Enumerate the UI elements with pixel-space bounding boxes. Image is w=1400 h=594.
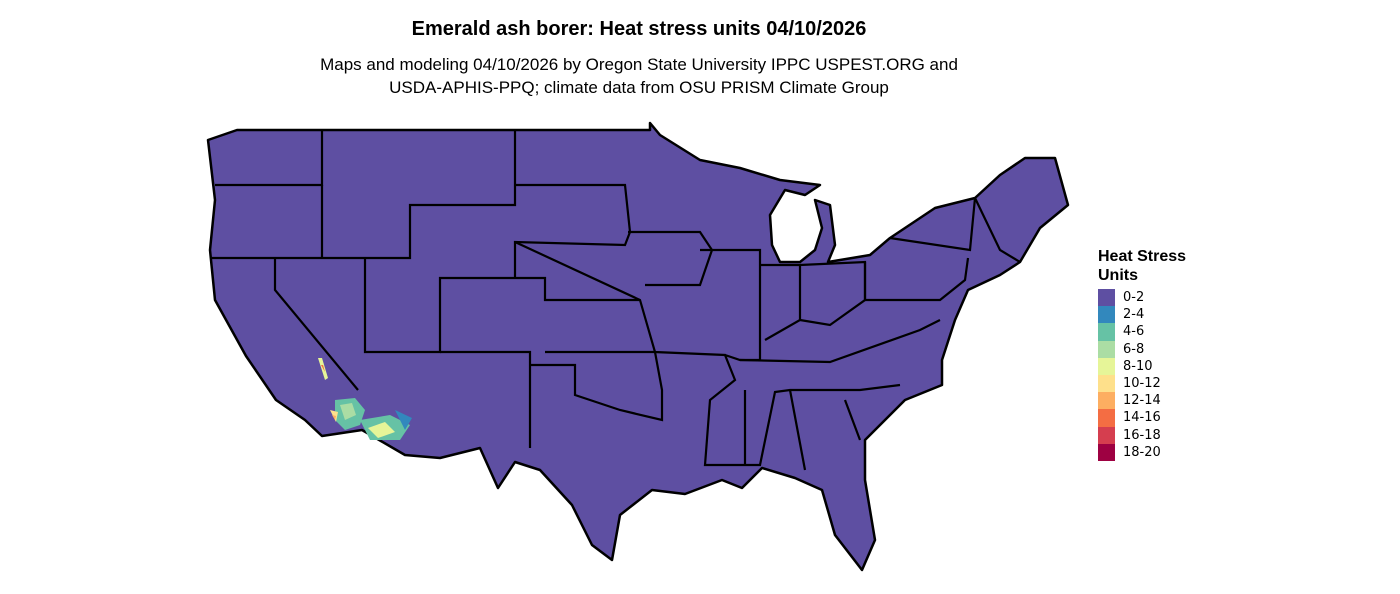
legend-swatch bbox=[1098, 392, 1115, 410]
legend-label: 4-6 bbox=[1123, 324, 1145, 340]
legend-item: 0-2 bbox=[1098, 289, 1218, 307]
legend-label: 10-12 bbox=[1123, 376, 1161, 392]
legend-label: 2-4 bbox=[1123, 307, 1145, 323]
legend-label: 6-8 bbox=[1123, 341, 1145, 357]
legend-label: 12-14 bbox=[1123, 393, 1161, 409]
legend-swatch bbox=[1098, 426, 1115, 444]
map-subtitle-line1: Maps and modeling 04/10/2026 by Oregon S… bbox=[320, 55, 958, 74]
legend-item: 16-18 bbox=[1098, 426, 1218, 444]
legend-swatch bbox=[1098, 357, 1115, 375]
legend-swatch bbox=[1098, 443, 1115, 461]
legend-item: 8-10 bbox=[1098, 357, 1218, 375]
legend-swatch bbox=[1098, 409, 1115, 427]
legend-item: 18-20 bbox=[1098, 443, 1218, 461]
legend-title: Heat Stress Units bbox=[1098, 248, 1187, 284]
legend: Heat Stress Units 0-2 2-4 4-6 6-8 8-10 10-12 1… bbox=[1098, 247, 1218, 461]
legend-item: 10-12 bbox=[1098, 374, 1218, 393]
us-outline bbox=[206, 121, 1070, 572]
legend-item: 12-14 bbox=[1098, 392, 1218, 410]
legend-item: 14-16 bbox=[1098, 409, 1218, 427]
legend-item: 4-6 bbox=[1098, 323, 1218, 341]
legend-swatch bbox=[1098, 289, 1115, 307]
legend-label: 0-2 bbox=[1123, 290, 1145, 306]
legend-item: 2-4 bbox=[1098, 306, 1218, 324]
map-subtitle-line2: USDA-APHIS-PPQ; climate data from OSU PR… bbox=[389, 78, 889, 97]
legend-label: 18-20 bbox=[1123, 444, 1161, 460]
legend-swatch bbox=[1098, 323, 1115, 341]
legend-swatch bbox=[1098, 306, 1115, 324]
legend-label: 8-10 bbox=[1123, 358, 1153, 374]
elevated-heat-stress-areas bbox=[318, 358, 412, 440]
legend-item: 6-8 bbox=[1098, 340, 1218, 358]
legend-label: 14-16 bbox=[1123, 410, 1161, 426]
state-borders bbox=[212, 130, 1021, 471]
legend-swatch bbox=[1098, 340, 1115, 358]
legend-swatch bbox=[1098, 374, 1115, 393]
legend-label: 16-18 bbox=[1123, 427, 1161, 443]
map-title: Emerald ash borer: Heat stress units 04/… bbox=[411, 18, 867, 40]
